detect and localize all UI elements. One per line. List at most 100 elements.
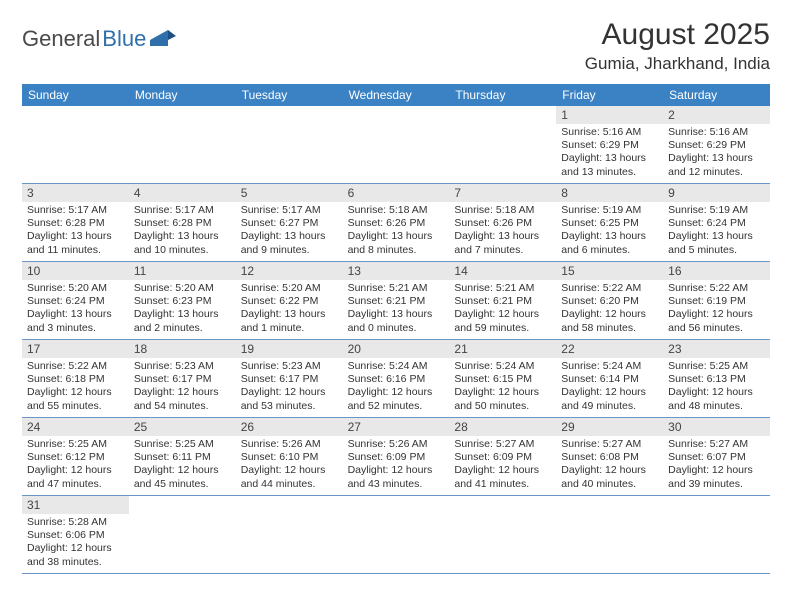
daylight-line: Daylight: 12 hours and 59 minutes.	[454, 308, 551, 334]
day-number-row: 29	[556, 418, 663, 436]
daylight-line: Daylight: 13 hours and 6 minutes.	[561, 230, 658, 256]
calendar-cell-day-27: 27Sunrise: 5:26 AMSunset: 6:09 PMDayligh…	[343, 418, 450, 496]
sunset-line: Sunset: 6:29 PM	[561, 139, 658, 152]
daylight-line: Daylight: 13 hours and 13 minutes.	[561, 152, 658, 178]
day-number: 28	[454, 420, 467, 434]
calendar-cell-empty	[129, 496, 236, 574]
daylight-line: Daylight: 12 hours and 43 minutes.	[348, 464, 445, 490]
day-number-row: 11	[129, 262, 236, 280]
day-number: 4	[134, 186, 141, 200]
calendar-cell-empty	[343, 106, 450, 184]
day-number-row: 21	[449, 340, 556, 358]
calendar-cell-day-23: 23Sunrise: 5:25 AMSunset: 6:13 PMDayligh…	[663, 340, 770, 418]
day-number-row: 16	[663, 262, 770, 280]
daylight-line: Daylight: 13 hours and 11 minutes.	[27, 230, 124, 256]
day-number-row: 14	[449, 262, 556, 280]
sunset-line: Sunset: 6:21 PM	[454, 295, 551, 308]
sunrise-line: Sunrise: 5:23 AM	[134, 360, 231, 373]
calendar-cell-day-28: 28Sunrise: 5:27 AMSunset: 6:09 PMDayligh…	[449, 418, 556, 496]
calendar-cell-empty	[449, 106, 556, 184]
calendar-cell-day-15: 15Sunrise: 5:22 AMSunset: 6:20 PMDayligh…	[556, 262, 663, 340]
day-number: 12	[241, 264, 254, 278]
day-number-row: 26	[236, 418, 343, 436]
calendar: SundayMondayTuesdayWednesdayThursdayFrid…	[22, 84, 770, 574]
sunset-line: Sunset: 6:09 PM	[348, 451, 445, 464]
sunset-line: Sunset: 6:17 PM	[241, 373, 338, 386]
sunrise-line: Sunrise: 5:24 AM	[454, 360, 551, 373]
sunset-line: Sunset: 6:12 PM	[27, 451, 124, 464]
calendar-cell-empty	[22, 106, 129, 184]
sunset-line: Sunset: 6:17 PM	[134, 373, 231, 386]
day-number: 26	[241, 420, 254, 434]
sunrise-line: Sunrise: 5:16 AM	[668, 126, 765, 139]
weekday-monday: Monday	[129, 84, 236, 106]
sunrise-line: Sunrise: 5:18 AM	[348, 204, 445, 217]
sunrise-line: Sunrise: 5:22 AM	[668, 282, 765, 295]
calendar-cell-day-26: 26Sunrise: 5:26 AMSunset: 6:10 PMDayligh…	[236, 418, 343, 496]
daylight-line: Daylight: 12 hours and 55 minutes.	[27, 386, 124, 412]
sunset-line: Sunset: 6:27 PM	[241, 217, 338, 230]
calendar-cell-day-3: 3Sunrise: 5:17 AMSunset: 6:28 PMDaylight…	[22, 184, 129, 262]
weekday-tuesday: Tuesday	[236, 84, 343, 106]
calendar-cell-day-8: 8Sunrise: 5:19 AMSunset: 6:25 PMDaylight…	[556, 184, 663, 262]
calendar-cell-day-22: 22Sunrise: 5:24 AMSunset: 6:14 PMDayligh…	[556, 340, 663, 418]
day-number: 19	[241, 342, 254, 356]
day-number-row: 13	[343, 262, 450, 280]
calendar-cell-day-6: 6Sunrise: 5:18 AMSunset: 6:26 PMDaylight…	[343, 184, 450, 262]
day-number-row: 9	[663, 184, 770, 202]
calendar-page: General Blue August 2025 Gumia, Jharkhan…	[0, 0, 792, 592]
weekday-sunday: Sunday	[22, 84, 129, 106]
sunrise-line: Sunrise: 5:17 AM	[27, 204, 124, 217]
calendar-cell-day-16: 16Sunrise: 5:22 AMSunset: 6:19 PMDayligh…	[663, 262, 770, 340]
sunrise-line: Sunrise: 5:25 AM	[27, 438, 124, 451]
day-number: 27	[348, 420, 361, 434]
sunrise-line: Sunrise: 5:27 AM	[454, 438, 551, 451]
sunrise-line: Sunrise: 5:16 AM	[561, 126, 658, 139]
day-number: 31	[27, 498, 40, 512]
daylight-line: Daylight: 13 hours and 8 minutes.	[348, 230, 445, 256]
sunrise-line: Sunrise: 5:25 AM	[134, 438, 231, 451]
day-number-row: 1	[556, 106, 663, 124]
day-number: 7	[454, 186, 461, 200]
daylight-line: Daylight: 13 hours and 10 minutes.	[134, 230, 231, 256]
day-number: 1	[561, 108, 568, 122]
daylight-line: Daylight: 13 hours and 2 minutes.	[134, 308, 231, 334]
day-number: 15	[561, 264, 574, 278]
sunset-line: Sunset: 6:26 PM	[348, 217, 445, 230]
calendar-cell-day-2: 2Sunrise: 5:16 AMSunset: 6:29 PMDaylight…	[663, 106, 770, 184]
sunset-line: Sunset: 6:08 PM	[561, 451, 658, 464]
sunset-line: Sunset: 6:11 PM	[134, 451, 231, 464]
day-number-row: 27	[343, 418, 450, 436]
calendar-cell-day-18: 18Sunrise: 5:23 AMSunset: 6:17 PMDayligh…	[129, 340, 236, 418]
day-number: 18	[134, 342, 147, 356]
sunset-line: Sunset: 6:06 PM	[27, 529, 124, 542]
sunset-line: Sunset: 6:28 PM	[134, 217, 231, 230]
daylight-line: Daylight: 12 hours and 38 minutes.	[27, 542, 124, 568]
daylight-line: Daylight: 12 hours and 45 minutes.	[134, 464, 231, 490]
daylight-line: Daylight: 12 hours and 47 minutes.	[27, 464, 124, 490]
sunset-line: Sunset: 6:09 PM	[454, 451, 551, 464]
sunset-line: Sunset: 6:26 PM	[454, 217, 551, 230]
daylight-line: Daylight: 12 hours and 58 minutes.	[561, 308, 658, 334]
sunset-line: Sunset: 6:22 PM	[241, 295, 338, 308]
logo-text-general: General	[22, 26, 100, 52]
sunrise-line: Sunrise: 5:17 AM	[134, 204, 231, 217]
day-number: 25	[134, 420, 147, 434]
day-number-row: 28	[449, 418, 556, 436]
sunset-line: Sunset: 6:24 PM	[27, 295, 124, 308]
weekday-header-row: SundayMondayTuesdayWednesdayThursdayFrid…	[22, 84, 770, 106]
calendar-cell-day-13: 13Sunrise: 5:21 AMSunset: 6:21 PMDayligh…	[343, 262, 450, 340]
day-number: 10	[27, 264, 40, 278]
weekday-friday: Friday	[556, 84, 663, 106]
day-number-row: 15	[556, 262, 663, 280]
sunset-line: Sunset: 6:29 PM	[668, 139, 765, 152]
day-number: 8	[561, 186, 568, 200]
sunset-line: Sunset: 6:07 PM	[668, 451, 765, 464]
sunrise-line: Sunrise: 5:22 AM	[27, 360, 124, 373]
daylight-line: Daylight: 12 hours and 48 minutes.	[668, 386, 765, 412]
daylight-line: Daylight: 12 hours and 49 minutes.	[561, 386, 658, 412]
day-number: 17	[27, 342, 40, 356]
calendar-cell-day-17: 17Sunrise: 5:22 AMSunset: 6:18 PMDayligh…	[22, 340, 129, 418]
calendar-cell-empty	[236, 106, 343, 184]
day-number-row: 12	[236, 262, 343, 280]
